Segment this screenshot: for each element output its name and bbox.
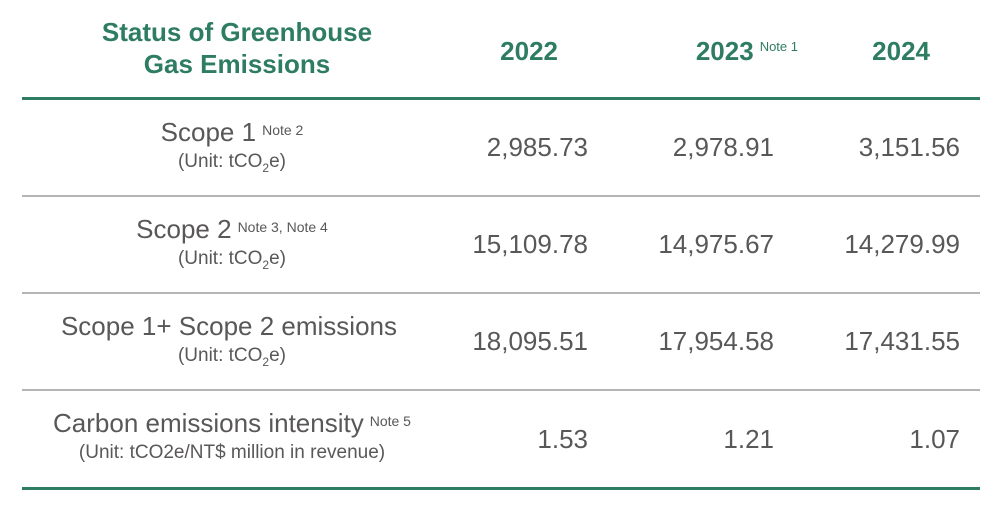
value-2022: 1.53 xyxy=(537,423,588,454)
unit-prefix: (Unit: tCO xyxy=(177,345,263,366)
value-2022: 15,109.78 xyxy=(472,229,588,259)
row-label: Scope 1 Note 2 (Unit: tCO2e) xyxy=(22,116,442,177)
table-row-scope1: Scope 1 Note 2 (Unit: tCO2e) 2,985.73 2,9… xyxy=(22,100,980,197)
value-2022: 18,095.51 xyxy=(472,326,588,356)
row-label-text: Scope 1+ Scope 2 emissions xyxy=(60,311,398,341)
value-2023: 1.21 xyxy=(723,423,774,454)
value-2022: 2,985.73 xyxy=(486,132,588,162)
header-year-2022: 2022 xyxy=(442,36,558,66)
row-unit: (Unit: tCO2e) xyxy=(22,342,442,371)
header-year-2023: 2023 Note 1 xyxy=(622,36,798,66)
value-2024: 14,279.99 xyxy=(844,229,960,259)
year-label: 2022 xyxy=(500,36,558,66)
unit-suffix: e) xyxy=(269,248,287,269)
value-2023: 2,978.91 xyxy=(672,132,774,162)
unit-suffix: e) xyxy=(269,345,287,366)
year-label: 2023 xyxy=(695,36,754,66)
row-label: Scope 1+ Scope 2 emissions (Unit: tCO2e) xyxy=(22,310,442,371)
row-note: Note 3, Note 4 xyxy=(237,219,328,235)
table-title-line1: Status of Greenhouse xyxy=(101,17,373,47)
unit-subscript: 2 xyxy=(262,355,270,369)
year-label: 2024 xyxy=(872,36,930,66)
unit-suffix: e) xyxy=(269,151,287,172)
value-2023: 17,954.58 xyxy=(658,326,774,356)
header-year-2024: 2024 xyxy=(802,36,930,66)
table-header: Status of Greenhouse Gas Emissions 2022 … xyxy=(22,0,980,100)
row-unit: (Unit: tCO2e) xyxy=(22,245,442,274)
table-title: Status of Greenhouse Gas Emissions xyxy=(22,16,452,80)
row-unit: (Unit: tCO2e/NT$ million in revenue) xyxy=(22,439,442,468)
row-label-main: Scope 1+ Scope 2 emissions xyxy=(22,310,442,342)
row-label-text: Scope 1 xyxy=(160,117,257,147)
table-row-scope1-plus-scope2: Scope 1+ Scope 2 emissions (Unit: tCO2e)… xyxy=(22,294,980,391)
row-label-text: Scope 2 xyxy=(136,214,232,244)
row-label: Scope 2 Note 3, Note 4 (Unit: tCO2e) xyxy=(22,213,442,274)
row-label-text: Carbon emissions intensity xyxy=(53,408,364,438)
table-row-carbon-intensity: Carbon emissions intensity Note 5 (Unit: … xyxy=(22,391,980,490)
unit-subscript: 2 xyxy=(262,258,270,272)
row-label: Carbon emissions intensity Note 5 (Unit: … xyxy=(22,407,442,468)
year-note: Note 1 xyxy=(759,39,798,54)
row-label-main: Scope 1 Note 2 xyxy=(22,116,442,148)
table-title-line2: Gas Emissions xyxy=(143,49,331,79)
row-label-main: Carbon emissions intensity Note 5 xyxy=(22,407,442,439)
value-2024: 1.07 xyxy=(909,423,960,454)
unit-prefix: (Unit: tCO xyxy=(177,151,263,172)
ghg-emissions-table: Status of Greenhouse Gas Emissions 2022 … xyxy=(22,0,980,490)
row-note: Note 2 xyxy=(262,122,304,138)
value-2024: 3,151.56 xyxy=(858,132,960,162)
row-note: Note 5 xyxy=(369,413,411,429)
value-2024: 17,431.55 xyxy=(844,326,960,356)
unit-prefix: (Unit: tCO2e/NT$ million in revenue) xyxy=(78,442,386,463)
row-label-main: Scope 2 Note 3, Note 4 xyxy=(22,213,442,245)
unit-prefix: (Unit: tCO xyxy=(177,248,263,269)
row-unit: (Unit: tCO2e) xyxy=(22,148,442,177)
table-row-scope2: Scope 2 Note 3, Note 4 (Unit: tCO2e) 15,1… xyxy=(22,197,980,294)
unit-subscript: 2 xyxy=(262,161,270,175)
value-2023: 14,975.67 xyxy=(658,229,774,259)
